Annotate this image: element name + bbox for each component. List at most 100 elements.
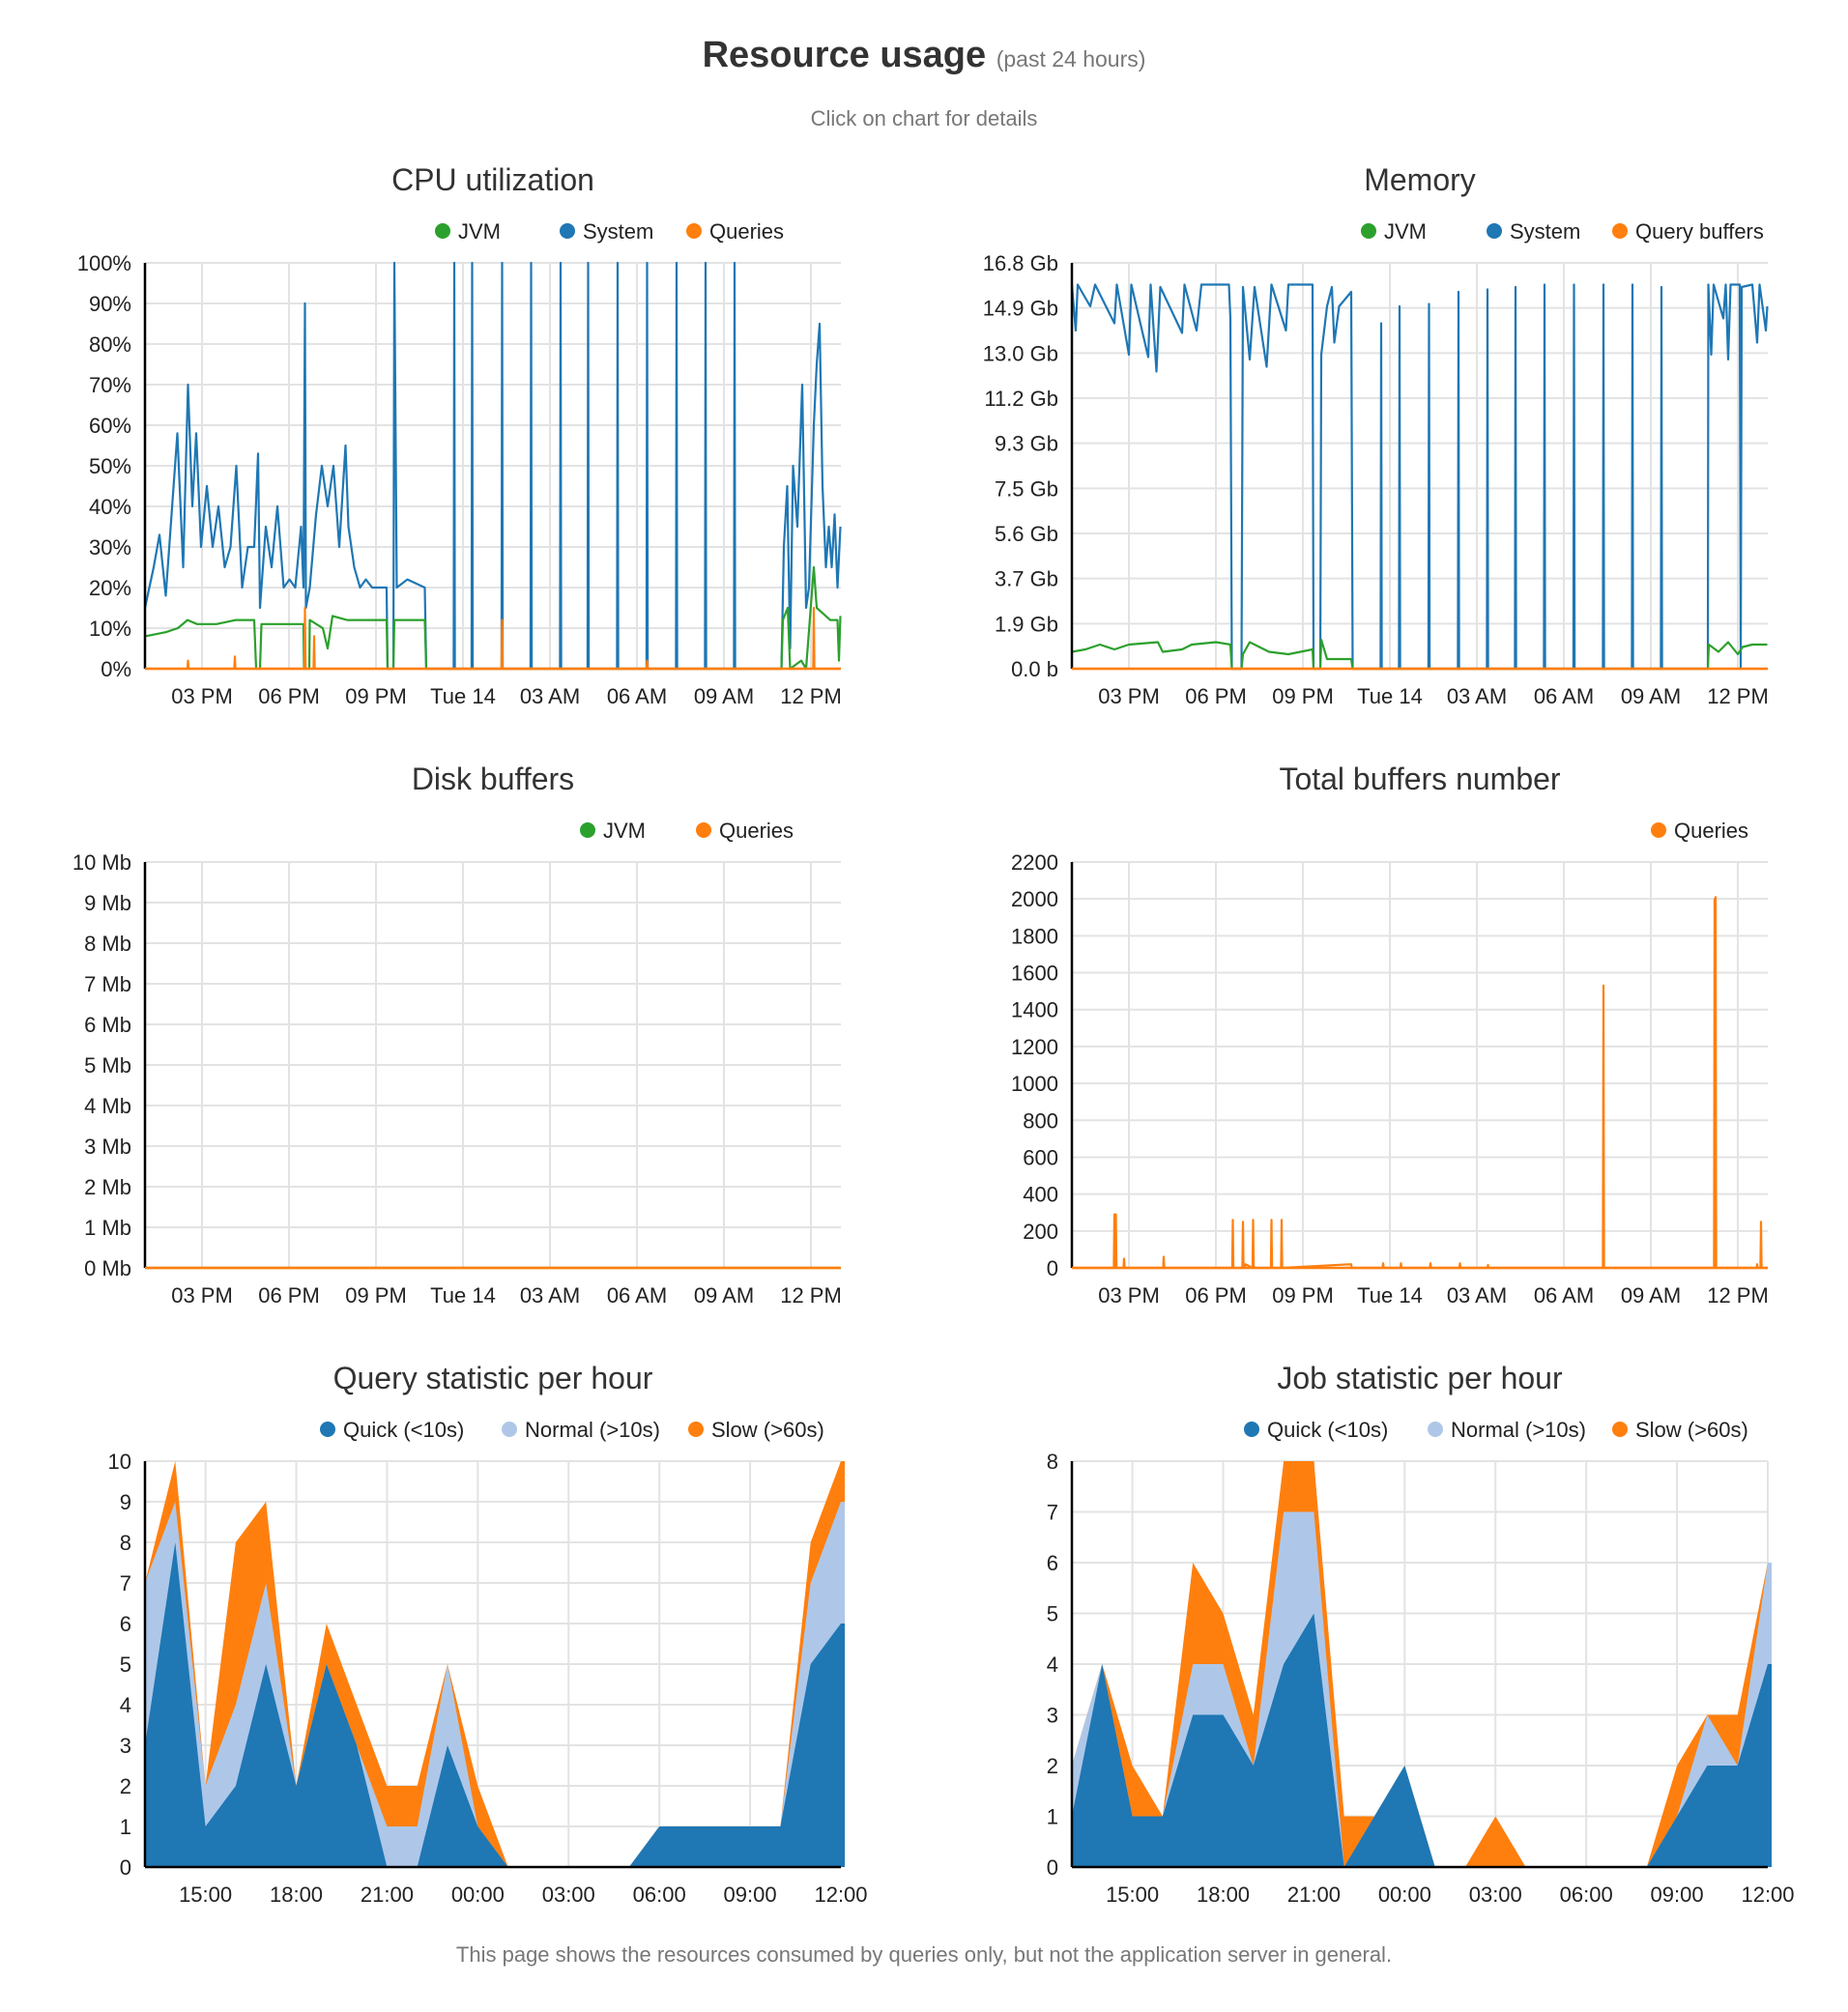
grid — [145, 262, 841, 670]
legend-item-jvm[interactable]: JVM — [580, 819, 646, 843]
y-tick-label: 0% — [101, 657, 131, 681]
y-tick-label: 10 Mb — [72, 850, 131, 875]
total-buffers-number-chart[interactable]: Total buffers number Queries 0 200 400 600 800… — [1011, 762, 1769, 1308]
x-tick-label: 21:00 — [1287, 1883, 1341, 1907]
legend-item-normal-10s[interactable]: Normal (>10s) — [1428, 1418, 1586, 1442]
y-tick-label: 600 — [1023, 1145, 1058, 1169]
page-title-note: (past 24 hours) — [996, 46, 1146, 72]
x-tick-label: 06 AM — [607, 1283, 667, 1308]
legend-label: Normal (>10s) — [1451, 1418, 1586, 1442]
y-tick-label: 3 Mb — [84, 1135, 131, 1159]
y-tick-label: 200 — [1023, 1220, 1058, 1244]
x-tick-label: 15:00 — [179, 1883, 232, 1907]
plot-area[interactable] — [145, 1461, 845, 1867]
legend-item-quick-10s[interactable]: Quick (<10s) — [1244, 1418, 1388, 1442]
x-tick-label: 09:00 — [724, 1883, 777, 1907]
series-area-quick-10s[interactable] — [145, 1542, 845, 1867]
y-tick-label: 3 — [120, 1734, 131, 1758]
series-line-system[interactable] — [1070, 283, 1769, 671]
legend-item-system[interactable]: System — [1487, 219, 1580, 244]
legend-label: Quick (<10s) — [1267, 1418, 1388, 1442]
legend-dot-icon — [1428, 1422, 1443, 1437]
x-tick-label: 09 AM — [1621, 1283, 1681, 1308]
plot-area[interactable] — [1072, 1461, 1772, 1867]
x-tick-label: 09 AM — [694, 1283, 754, 1308]
x-tick-label: 06:00 — [633, 1883, 686, 1907]
y-tick-label: 1800 — [1011, 924, 1058, 948]
x-tick-label: 12 PM — [780, 1283, 842, 1308]
x-tick-label: 18:00 — [1197, 1883, 1250, 1907]
x-tick-label: 09 PM — [345, 1283, 407, 1308]
y-tick-label: 50% — [89, 454, 131, 478]
legend-dot-icon — [1612, 1422, 1628, 1437]
legend-label: System — [583, 219, 653, 244]
legend-item-slow-60s[interactable]: Slow (>60s) — [688, 1418, 824, 1442]
page-title: Resource usage (past 24 hours) — [0, 35, 1848, 76]
legend-item-queries[interactable]: Queries — [686, 219, 784, 244]
y-tick-label: 70% — [89, 373, 131, 397]
y-tick-label: 16.8 Gb — [983, 251, 1058, 275]
y-tick-label: 1 — [120, 1815, 131, 1839]
legend-item-queries[interactable]: Queries — [1651, 819, 1748, 843]
legend-item-slow-60s[interactable]: Slow (>60s) — [1612, 1418, 1748, 1442]
legend-item-jvm[interactable]: JVM — [435, 219, 501, 244]
series-line-jvm[interactable] — [1071, 638, 1768, 671]
x-tick-label: 03 PM — [171, 684, 233, 708]
y-tick-label: 90% — [89, 292, 131, 316]
legend-label: Slow (>60s) — [1635, 1418, 1748, 1442]
page-title-text: Resource usage — [702, 35, 987, 75]
x-tick-label: 09 AM — [694, 684, 754, 708]
y-tick-label: 14.9 Gb — [983, 297, 1058, 321]
legend-label: Quick (<10s) — [343, 1418, 464, 1442]
disk-buffers-chart[interactable]: Disk buffers JVM Queries 0 Mb 1 Mb 2 Mb 3 Mb 4 … — [72, 762, 842, 1308]
legend-dot-icon — [686, 223, 702, 239]
legend-dot-icon — [696, 822, 711, 838]
y-tick-label: 0 — [120, 1855, 131, 1880]
y-tick-label: 11.2 Gb — [984, 387, 1058, 411]
chart-title: CPU utilization — [391, 162, 594, 197]
x-tick-label: 06 PM — [258, 684, 320, 708]
y-tick-label: 100% — [77, 251, 131, 275]
x-tick-label: 21:00 — [361, 1883, 414, 1907]
legend-label: Queries — [1674, 819, 1748, 843]
y-tick-label: 8 Mb — [84, 932, 131, 956]
legend-dot-icon — [320, 1422, 335, 1437]
x-tick-label: 06 PM — [1185, 684, 1247, 708]
job-statistic-chart[interactable]: Job statistic per hour Quick (<10s) Normal… — [1047, 1361, 1795, 1907]
legend-label: Queries — [709, 219, 784, 244]
legend-item-jvm[interactable]: JVM — [1361, 219, 1427, 244]
legend-dot-icon — [580, 822, 595, 838]
x-tick-label: 06 PM — [1185, 1283, 1247, 1308]
x-tick-label: 09 PM — [1272, 1283, 1334, 1308]
query-statistic-chart[interactable]: Query statistic per hour Quick (<10s) Norm… — [108, 1361, 868, 1907]
legend-item-normal-10s[interactable]: Normal (>10s) — [502, 1418, 660, 1442]
x-tick-label: 03:00 — [542, 1883, 595, 1907]
y-tick-label: 1 — [1047, 1805, 1058, 1829]
y-tick-label: 8 — [120, 1531, 131, 1555]
series-area-quick-10s[interactable] — [1072, 1613, 1772, 1868]
series-line-queries[interactable] — [145, 606, 841, 671]
y-tick-label: 6 — [120, 1612, 131, 1636]
y-tick-label: 30% — [89, 535, 131, 560]
legend-item-query-buffers[interactable]: Query buffers — [1612, 219, 1764, 244]
memory-chart[interactable]: Memory JVM System Query buffers 0.0 b 1.9 Gb 3… — [983, 162, 1769, 708]
y-tick-label: 20% — [89, 576, 131, 600]
cpu-utilization-chart[interactable]: CPU utilization JVM System Queries 0% 10% 20% 3… — [77, 162, 842, 708]
chart-title: Total buffers number — [1279, 762, 1560, 796]
plot-area[interactable] — [1070, 283, 1769, 671]
legend-dot-icon — [1651, 822, 1666, 838]
legend-item-system[interactable]: System — [560, 219, 653, 244]
x-tick-label: 09 PM — [345, 684, 407, 708]
legend-dot-icon — [688, 1422, 704, 1437]
x-tick-label: Tue 14 — [1357, 1283, 1423, 1308]
y-tick-label: 10 — [108, 1450, 131, 1474]
legend-item-queries[interactable]: Queries — [696, 819, 794, 843]
grid — [1072, 861, 1768, 1269]
legend-dot-icon — [1244, 1422, 1259, 1437]
y-tick-label: 9 Mb — [84, 891, 131, 915]
x-tick-label: 06 AM — [607, 684, 667, 708]
x-tick-label: 09:00 — [1651, 1883, 1704, 1907]
legend-label: JVM — [1384, 219, 1427, 244]
legend-item-quick-10s[interactable]: Quick (<10s) — [320, 1418, 464, 1442]
